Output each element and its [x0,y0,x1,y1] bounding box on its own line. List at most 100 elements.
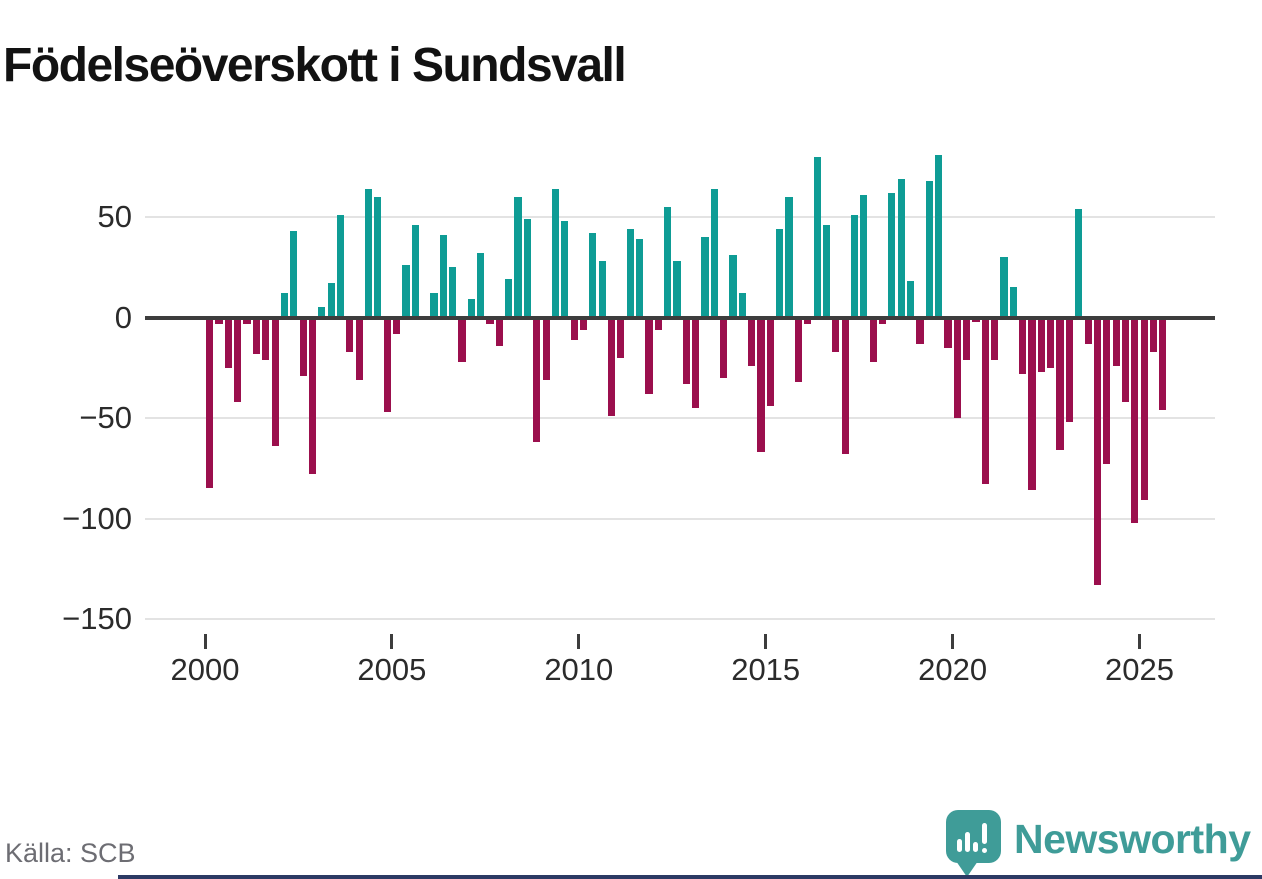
newsworthy-logo[interactable]: Newsworthy [946,806,1258,879]
bar-2007-Q2 [477,253,485,318]
bar-2020-Q2 [963,317,971,360]
bar-2016-Q1 [804,317,812,324]
bar-2017-Q3 [860,194,868,318]
bar-2015-Q4 [794,317,803,382]
bar-2016-Q2 [813,156,821,318]
bar-2004-Q1 [355,317,363,380]
bar-2004-Q3 [374,196,382,318]
bar-2000-Q1 [206,317,214,489]
bar-2018-Q3 [897,178,905,318]
bar-2010-Q2 [589,233,597,318]
bar-2013-Q4 [720,317,728,378]
gridline-y--150 [145,618,1215,620]
bar-2012-Q4 [682,317,690,384]
bar-2012-Q3 [673,261,681,318]
bar-2001-Q3 [262,317,270,360]
y-tick-label--150: −150 [62,601,132,636]
x-tick-2010 [577,634,581,649]
bar-2011-Q1 [617,317,625,358]
bar-2008-Q2 [514,196,522,318]
bar-2003-Q4 [346,317,354,352]
bar-2025-Q3 [1159,317,1167,410]
bar-2023-Q1 [1065,317,1074,423]
bar-2006-Q2 [439,235,447,318]
newsworthy-bubble-icon [946,810,1002,879]
x-tick-label-2025: 2025 [1105,652,1174,687]
bar-2002-Q1 [280,293,289,318]
bar-2021-Q3 [1009,287,1017,318]
zero-axis-line [145,315,1215,320]
bar-2001-Q1 [243,317,251,324]
bar-2009-Q3 [561,221,569,318]
x-tick-2020 [951,634,955,649]
bar-2014-Q2 [738,293,746,318]
bar-2004-Q4 [383,317,391,412]
bar-2013-Q3 [710,188,718,318]
bar-2006-Q1 [430,293,438,318]
y-tick-label--100: −100 [62,500,132,536]
speech-bubble-shape [946,810,1001,863]
bar-2014-Q4 [757,317,765,453]
bar-2023-Q3 [1084,317,1092,344]
bar-2006-Q3 [449,267,457,318]
chart-title: Födelseöverskott i Sundsvall [3,39,627,93]
bar-2002-Q2 [290,231,298,318]
bar-2013-Q1 [692,317,700,408]
bar-2015-Q1 [766,317,774,406]
bar-2020-Q3 [972,317,980,322]
gridline-y-50 [145,216,1215,218]
bar-2021-Q2 [1000,257,1008,318]
bar-2024-Q4 [1131,317,1139,523]
logo-bar-chart-icon [973,842,978,852]
bar-2017-Q1 [841,317,849,455]
x-tick-2025 [1138,634,1141,649]
bar-2002-Q4 [308,317,317,475]
bar-2003-Q1 [318,307,326,318]
y-tick-label-50: 50 [97,199,132,234]
logo-exclamation-icon [982,823,987,844]
bar-2016-Q4 [832,317,840,352]
x-tick-label-2010: 2010 [544,652,614,687]
bar-2018-Q2 [888,192,896,318]
bar-2008-Q4 [533,317,541,443]
bar-2006-Q4 [458,317,466,362]
bar-2009-Q1 [542,317,550,380]
bar-2023-Q4 [1093,317,1102,585]
bar-2011-Q2 [626,229,634,318]
bar-2007-Q4 [495,317,503,346]
bar-2015-Q2 [776,229,784,318]
x-tick-label-2020: 2020 [918,652,988,687]
bar-2013-Q2 [701,237,709,318]
bar-2024-Q1 [1103,317,1111,465]
bar-2009-Q2 [551,188,560,318]
bar-2014-Q1 [729,255,737,318]
bar-2021-Q1 [991,317,999,360]
bottom-accent-bar [118,875,1262,879]
bar-2019-Q4 [944,317,952,348]
bar-2003-Q2 [327,283,335,318]
bar-2012-Q1 [654,317,662,330]
bar-2000-Q3 [224,317,232,368]
y-tick-label--50: −50 [79,400,132,435]
bar-2008-Q1 [505,279,513,318]
bar-2018-Q4 [906,281,915,318]
bar-2000-Q4 [234,317,242,402]
bar-2017-Q2 [850,214,859,318]
bar-2022-Q4 [1056,317,1064,451]
bar-2025-Q2 [1149,317,1158,352]
y-tick-label-0: 0 [114,299,132,335]
bar-2005-Q3 [411,225,419,318]
bar-2016-Q3 [822,225,831,318]
bar-2022-Q3 [1047,317,1055,368]
bar-2025-Q1 [1140,317,1148,501]
bar-2022-Q1 [1028,317,1036,491]
x-tick-2000 [203,634,207,649]
bar-2014-Q3 [748,317,756,366]
bar-2020-Q1 [953,317,961,418]
bar-2020-Q4 [981,317,989,485]
x-tick-label-2005: 2005 [357,652,427,687]
bar-2001-Q2 [252,317,260,354]
bar-2011-Q3 [635,239,644,318]
